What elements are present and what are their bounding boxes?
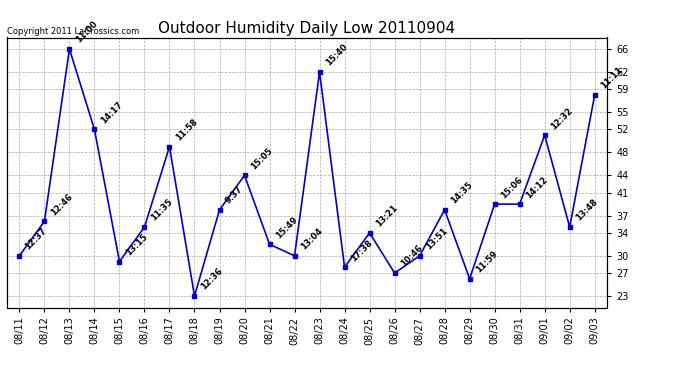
Text: 13:51: 13:51 [424,226,449,252]
Text: 13:21: 13:21 [374,203,399,229]
Text: 15:40: 15:40 [324,42,349,68]
Text: 17:38: 17:38 [348,238,374,263]
Text: 12:37: 12:37 [23,226,49,252]
Text: 13:48: 13:48 [574,198,599,223]
Text: 12:46: 12:46 [48,192,74,217]
Text: 14:35: 14:35 [448,180,474,206]
Text: 12:32: 12:32 [549,106,574,131]
Text: 15:05: 15:05 [248,146,274,171]
Text: 11:11: 11:11 [599,65,624,91]
Text: 13:15: 13:15 [124,232,149,257]
Text: Copyright 2011 LaCrossics.com: Copyright 2011 LaCrossics.com [7,27,139,36]
Text: 10:46: 10:46 [399,244,424,269]
Text: 14:17: 14:17 [99,100,124,125]
Text: 14:12: 14:12 [524,174,549,200]
Text: 11:58: 11:58 [174,117,199,142]
Text: 15:06: 15:06 [499,175,524,200]
Text: 15:49: 15:49 [274,215,299,240]
Title: Outdoor Humidity Daily Low 20110904: Outdoor Humidity Daily Low 20110904 [159,21,455,36]
Text: 11:00: 11:00 [74,20,99,45]
Text: 11:59: 11:59 [474,249,499,274]
Text: 9:37: 9:37 [224,185,245,206]
Text: 12:36: 12:36 [199,267,224,292]
Text: 11:35: 11:35 [148,198,174,223]
Text: 13:04: 13:04 [299,226,324,252]
